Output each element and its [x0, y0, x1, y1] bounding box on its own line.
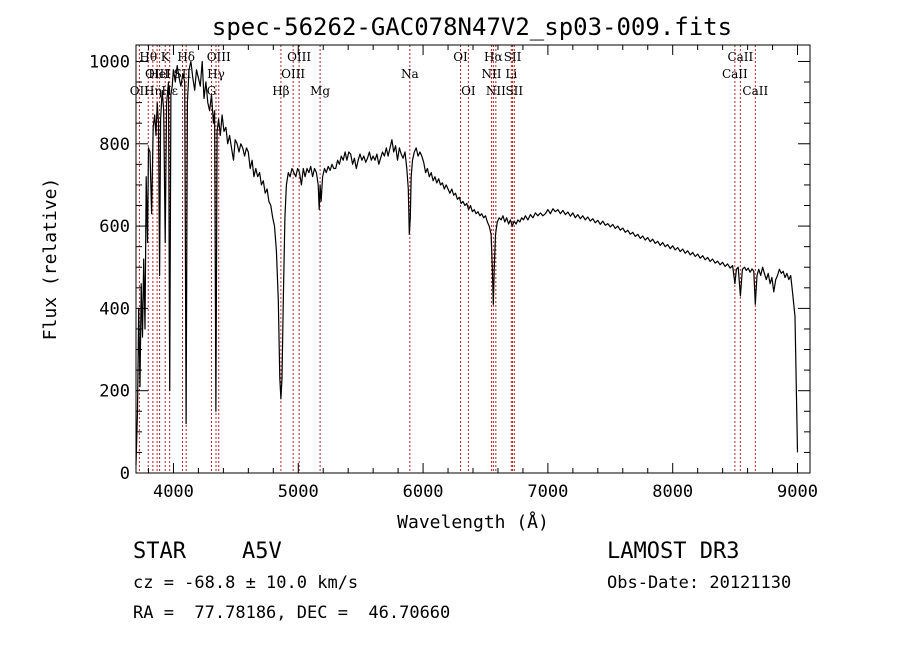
redshift-value: cz = -68.8 ± 10.0 km/s: [133, 573, 359, 593]
line-marker-label: CaII: [727, 50, 753, 64]
line-marker-label: NII: [481, 67, 501, 81]
spectral-line-markers: [138, 45, 756, 473]
sky-coordinates: RA = 77.78186, DEC = 46.70660: [133, 603, 451, 623]
line-marker-label: OI: [461, 84, 476, 98]
series-flux: [135, 60, 799, 465]
axis-tick-labels: 4000 5000 6000 7000 8000 9000 0 200 400 600 800 100…: [89, 52, 818, 502]
y-tick-label: 1000: [89, 52, 130, 72]
line-marker-label: OI: [453, 50, 468, 64]
x-tick-label: 5000: [278, 482, 319, 502]
x-tick-label: 9000: [777, 482, 818, 502]
y-tick-label: 0: [120, 464, 130, 484]
line-marker-label: Na: [401, 67, 419, 81]
x-tick-label: 8000: [652, 482, 693, 502]
line-marker-label: Hδ: [177, 50, 195, 64]
line-marker-label: CaII: [722, 67, 748, 81]
line-marker-label: SII: [505, 84, 523, 98]
line-marker-label: OII: [130, 84, 150, 98]
observation-date: Obs-Date: 20121130: [607, 573, 792, 593]
object-class: STAR: [133, 539, 186, 564]
line-marker-label: Hη: [144, 84, 162, 98]
spectral-line-labels: OIIHθHηOIIIHeIKHεSIIHδGOIIIHγHβOIIIOIIIM…: [130, 50, 769, 98]
x-axis-label: Wavelength (Å): [397, 511, 549, 533]
x-tick-label: 4000: [153, 482, 194, 502]
line-marker-label: NII: [486, 84, 506, 98]
axis-ticks: [136, 45, 810, 474]
line-marker-label: CaII: [742, 84, 768, 98]
line-marker-label: Hγ: [207, 67, 225, 81]
x-tick-label: 7000: [527, 482, 568, 502]
chart-title: spec-56262-GAC078N47V2_sp03-009.fits: [212, 13, 732, 41]
spectrum-series: [135, 60, 799, 465]
line-marker-label: G: [207, 84, 217, 98]
object-subclass: A5V: [242, 539, 282, 564]
y-tick-label: 600: [99, 217, 130, 237]
line-marker-label: OIII: [287, 50, 311, 64]
line-marker-label: Mg: [310, 84, 330, 98]
line-marker-label: SII: [504, 50, 522, 64]
y-tick-label: 800: [99, 135, 130, 155]
line-marker-label: K: [161, 50, 171, 64]
line-marker-label: Li: [505, 67, 517, 81]
y-axis-label: Flux (relative): [40, 178, 61, 341]
y-tick-label: 400: [99, 299, 130, 319]
y-tick-label: 200: [99, 382, 130, 402]
survey-name: LAMOST DR3: [607, 539, 740, 564]
line-marker-label: Hε: [161, 84, 178, 98]
line-marker-label: Hα: [484, 50, 503, 64]
line-marker-label: Hθ: [139, 50, 157, 64]
line-marker-label: OIII: [145, 67, 169, 81]
line-marker-label: OIII: [281, 67, 305, 81]
x-tick-label: 6000: [403, 482, 444, 502]
line-marker-label: OIII: [207, 50, 231, 64]
line-marker-label: Hβ: [272, 84, 289, 98]
line-marker-label: HeI: [148, 67, 171, 81]
